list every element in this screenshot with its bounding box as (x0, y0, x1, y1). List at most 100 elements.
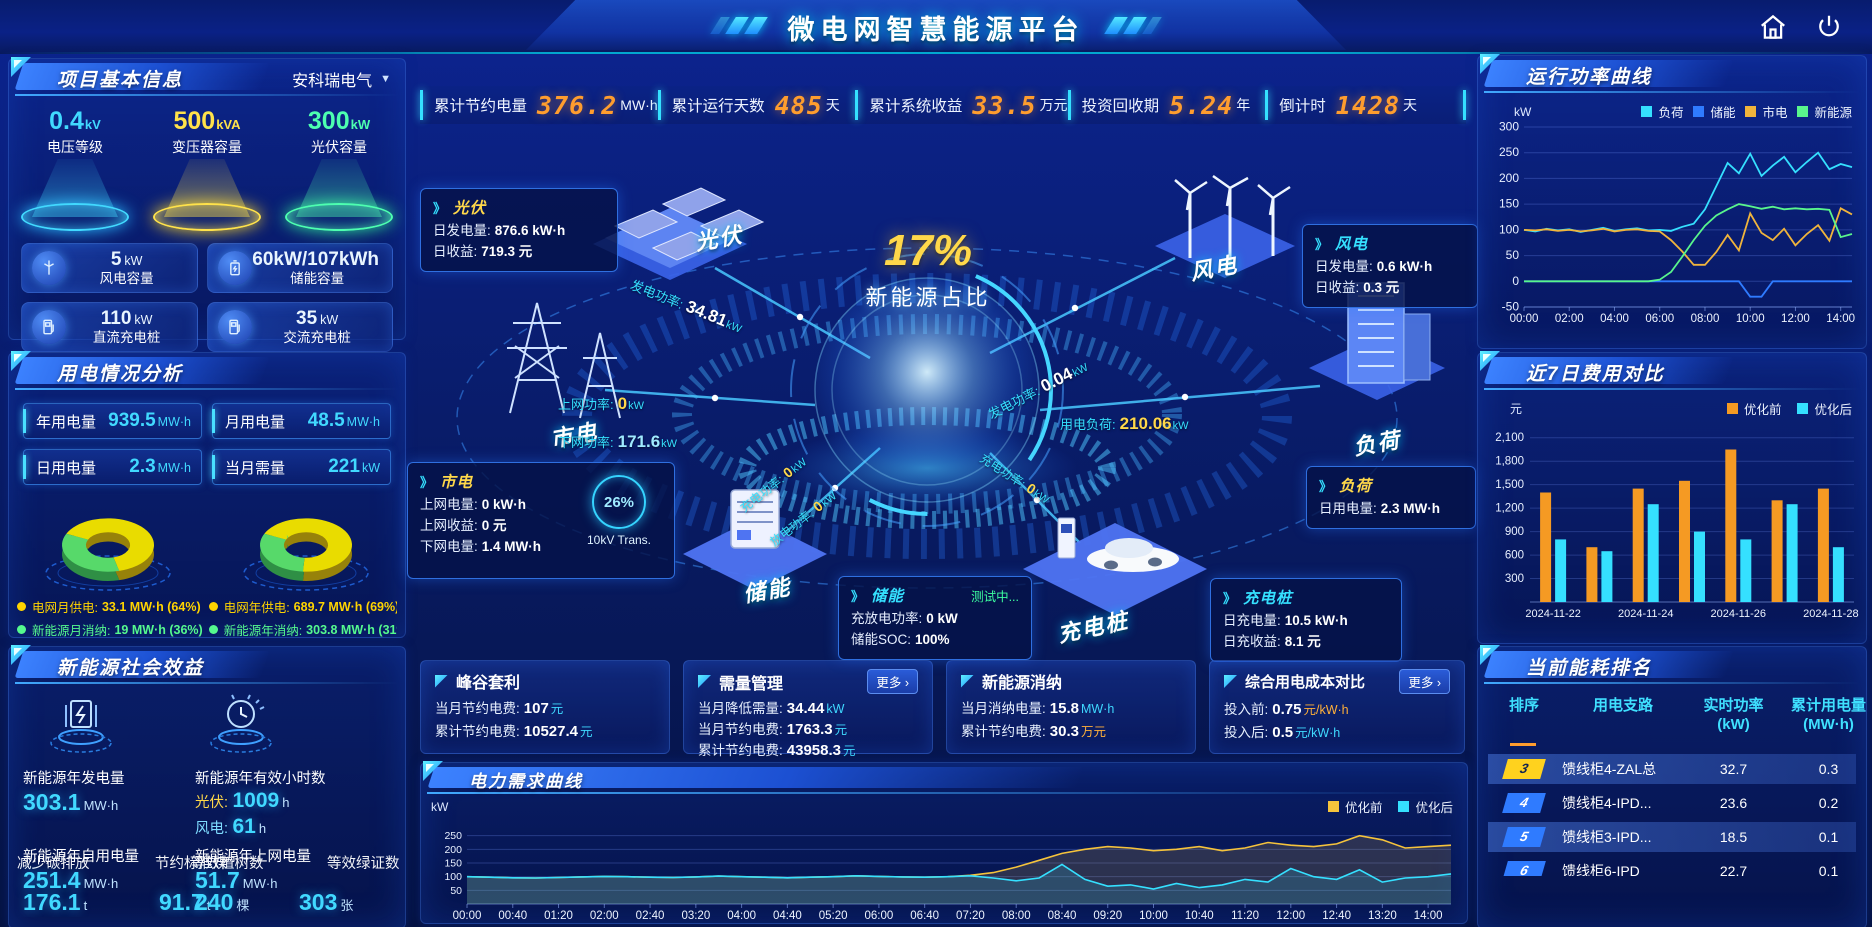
page-title: 微电网智慧能源平台 (787, 15, 1085, 45)
panel-title: 当前能耗排名 (1526, 657, 1653, 679)
svg-text:04:00: 04:00 (1600, 313, 1629, 325)
ranking-table-header: 排序 用电支路 实时功率 (kW) 累计用电量 (MW·h) (1508, 697, 1866, 733)
legend-grid-year: 电网年供电: 689.7 MW·h (69%) (208, 597, 397, 616)
transformer-capacity-cone: 500kVA 变压器容量 (147, 107, 267, 231)
legend-newenergy[interactable]: 新能源 (1797, 102, 1852, 121)
legend-before-optimize[interactable]: 优化前 (1726, 399, 1781, 418)
panel-corner-icon (11, 351, 31, 371)
cost-compare-chart[interactable]: 300 600 900 1,200 1,500 1,800 2,100 2024-11-22 2… (1478, 418, 1862, 628)
capacity-cones: 0.4kV 电压等级 500kVA 变压器容量 300kW 光伏容量 (9, 107, 405, 231)
table-row[interactable]: 3 馈线柜4-ZAL总 32.7 0.3 (1488, 753, 1856, 784)
svg-text:600: 600 (1505, 550, 1524, 562)
cost-legend: 优化前 优化后 (1726, 399, 1852, 418)
card-corner-icon (435, 674, 448, 688)
svg-text:12:00: 12:00 (1276, 910, 1305, 922)
table-row[interactable]: 5 馈线柜3-IPD... 18.5 0.1 (1488, 821, 1856, 852)
scene-graphics (456, 174, 1445, 615)
energy-flow-scene: 17% 新能源占比 光伏 风电 市电 储能 充电桩 负荷 发电功率:34.81k… (407, 118, 1478, 662)
panel-corner-icon (11, 645, 31, 665)
card-corner-icon (1224, 675, 1237, 688)
month-supply-donut[interactable] (26, 493, 191, 593)
transformer-widget: 26% 10kV Trans. (580, 475, 658, 547)
svg-text:13:20: 13:20 (1368, 910, 1397, 922)
svg-text:50: 50 (450, 885, 462, 897)
usage-legend: 电网月供电: 33.1 MW·h (64%) 新能源月消纳: 19 MW·h (36… (17, 597, 397, 639)
flow-load-power: 用电负荷: 210.06kW (1060, 414, 1189, 433)
svg-text:1,500: 1,500 (1495, 479, 1524, 491)
panel-ranking-header: 当前能耗排名 (1478, 645, 1866, 685)
panel-project-header: 项目基本信息 安科瑞电气 ▼ (9, 57, 405, 97)
legend-after-optimize[interactable]: 优化后 (1797, 399, 1852, 418)
panel-energy-ranking: 当前能耗排名 排序 用电支路 实时功率 (kW) 累计用电量 (MW·h) 3 馈线… (1477, 645, 1867, 927)
svg-text:150: 150 (1499, 197, 1519, 211)
year-supply-donut[interactable] (224, 493, 389, 593)
svg-text:2024-11-24: 2024-11-24 (1618, 608, 1673, 620)
arrow-icon: 》 (1223, 590, 1237, 606)
self-use-label: 新能源年自用电量 (23, 849, 139, 865)
storage-node-graphic (683, 489, 827, 590)
legend-before-optimize[interactable]: 优化前 (1327, 797, 1382, 816)
gen-value: 303.1 MW·h (23, 789, 119, 815)
to-grid-value: 51.7 MW·h (195, 867, 278, 893)
kpi-system-revenue: 累计系统收益 33.5 万元 (855, 86, 1068, 124)
table-row[interactable]: 4 馈线柜4-IPD... 23.6 0.2 (1488, 788, 1856, 818)
to-grid-label: 新能源年上网电量 (195, 849, 311, 865)
company-dropdown[interactable]: 安科瑞电气 ▼ (292, 67, 391, 91)
panel-usage-analysis: 用电情况分析 年用电量 939.5 MW·h 月用电量 48.5 MW·h 日用电量… (8, 351, 406, 639)
solar-node-graphic (593, 187, 765, 280)
card-corner-icon (698, 675, 711, 688)
svg-text:02:00: 02:00 (590, 910, 619, 922)
table-row[interactable]: 6 馈线柜6-IPD 22.7 0.1 (1488, 856, 1856, 876)
callout-title: 充电桩 (1243, 590, 1293, 607)
light-beam (32, 159, 118, 217)
svg-text:10:00: 10:00 (1736, 313, 1765, 325)
y-axis-unit: 元 (1510, 402, 1523, 416)
svg-text:200: 200 (444, 844, 462, 856)
card-corner-icon (961, 674, 974, 688)
newenergy-share-label: 新能源占比 (865, 285, 991, 310)
legend-storage[interactable]: 储能 (1693, 102, 1735, 121)
light-beam (164, 159, 250, 217)
kpi-bar: 累计节约电量 376.2 MW·h 累计运行天数 485 天 累计系统收益 33… (420, 86, 1466, 124)
panel-social-benefit: 新能源社会效益 新能 (8, 645, 406, 927)
panel-cost-header: 近7日费用对比 (1478, 351, 1866, 391)
legend-grid[interactable]: 市电 (1745, 102, 1787, 121)
svg-text:2024-11-28: 2024-11-28 (1803, 608, 1858, 620)
arrow-icon: 》 (1319, 478, 1333, 494)
home-icon[interactable] (1758, 12, 1788, 42)
coal-label: 节约标准煤 (155, 856, 228, 872)
card-title: 新能源消纳 (982, 675, 1063, 692)
panel-title: 运行功率曲线 (1526, 66, 1653, 88)
svg-text:2024-11-22: 2024-11-22 (1525, 608, 1580, 620)
svg-text:100: 100 (1499, 222, 1519, 236)
more-button[interactable]: 更多 › (1399, 669, 1450, 694)
flow-grid-up: 上网功率: 0kW (558, 394, 644, 413)
svg-text:14:00: 14:00 (1826, 313, 1855, 325)
svg-text:50: 50 (1506, 248, 1520, 262)
glow-base (285, 203, 393, 231)
ac-charger-card: 35 kW 交流充电桩 (207, 302, 393, 352)
demand-management-card: 需量管理 更多 › 当月降低需量: 34.44 kW 当月节约电费: 1763.3 元 … (683, 660, 933, 759)
ac-charger-icon (218, 310, 253, 344)
panel-title: 项目基本信息 (57, 69, 184, 91)
card-title: 峰谷套利 (456, 675, 521, 692)
panel-title: 新能源社会效益 (57, 657, 205, 679)
panel-corner-icon (423, 761, 443, 781)
panel-demand-curve: 电力需求曲线 kW 优化前 优化后 250 200 150 100 50 00:00 00:… (420, 761, 1468, 927)
legend-load[interactable]: 负荷 (1641, 102, 1683, 121)
svg-text:04:00: 04:00 (727, 910, 756, 922)
svg-text:2,100: 2,100 (1495, 432, 1524, 444)
svg-text:01:20: 01:20 (544, 910, 573, 922)
svg-text:2024-11-26: 2024-11-26 (1711, 608, 1766, 620)
legend-after-optimize[interactable]: 优化后 (1398, 797, 1453, 816)
power-icon[interactable] (1814, 12, 1844, 42)
company-name: 安科瑞电气 (292, 73, 373, 90)
app-header: 微电网智慧能源平台 (0, 0, 1872, 54)
more-button[interactable]: 更多 › (867, 669, 918, 694)
newenergy-share-widget: 17% 新能源占比 (843, 226, 1013, 312)
testing-badge: 测试中... (971, 589, 1019, 604)
svg-text:300: 300 (1505, 573, 1524, 585)
card-title: 需量管理 (719, 675, 784, 693)
